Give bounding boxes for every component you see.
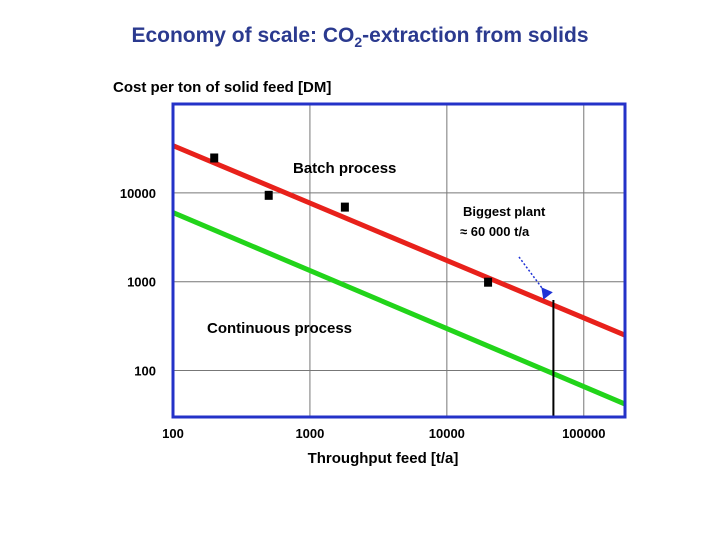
data-point	[484, 277, 493, 287]
data-point	[210, 153, 219, 163]
marker-arrow-shaft	[518, 256, 543, 289]
x-tick-label: 100	[162, 426, 184, 441]
annotation-continuous-process: Continuous process	[207, 320, 352, 337]
x-tick-label: 1000	[295, 426, 324, 441]
x-tick-label: 10000	[429, 426, 465, 441]
y-tick-label: 1000	[127, 275, 156, 290]
data-point	[340, 202, 349, 212]
data-points	[210, 153, 493, 287]
title-subscript: 2	[354, 34, 363, 51]
series-line-continuous	[172, 210, 626, 407]
annotation-batch-process: Batch process	[293, 160, 396, 177]
y-tick-label: 100	[134, 364, 156, 379]
x-tick-labels: 100 1000 10000 100000	[162, 426, 605, 441]
data-point	[264, 190, 273, 200]
y-axis-label: Cost per ton of solid feed [DM]	[113, 79, 331, 96]
x-tick-label: 100000	[562, 426, 605, 441]
annotation-plant-size: ≈ 60 000 t/a	[460, 224, 530, 239]
x-axis-label: Throughput feed [t/a]	[308, 450, 459, 467]
series-line-batch	[172, 143, 626, 338]
marker-arrow-head	[541, 287, 553, 300]
y-tick-labels: 100 1000 10000	[120, 186, 156, 379]
series-lines	[172, 143, 626, 407]
title-text: Economy of scale: CO	[131, 24, 355, 47]
plot-frame	[171, 102, 627, 419]
biggest-plant-marker	[518, 256, 555, 417]
annotation-biggest-plant: Biggest plant	[463, 204, 546, 219]
grid-lines	[173, 104, 625, 417]
chart-title: Economy of scale: CO2-extraction from so…	[0, 24, 720, 50]
y-tick-label: 10000	[120, 186, 156, 201]
title-text-rest: -extraction from solids	[362, 24, 589, 47]
